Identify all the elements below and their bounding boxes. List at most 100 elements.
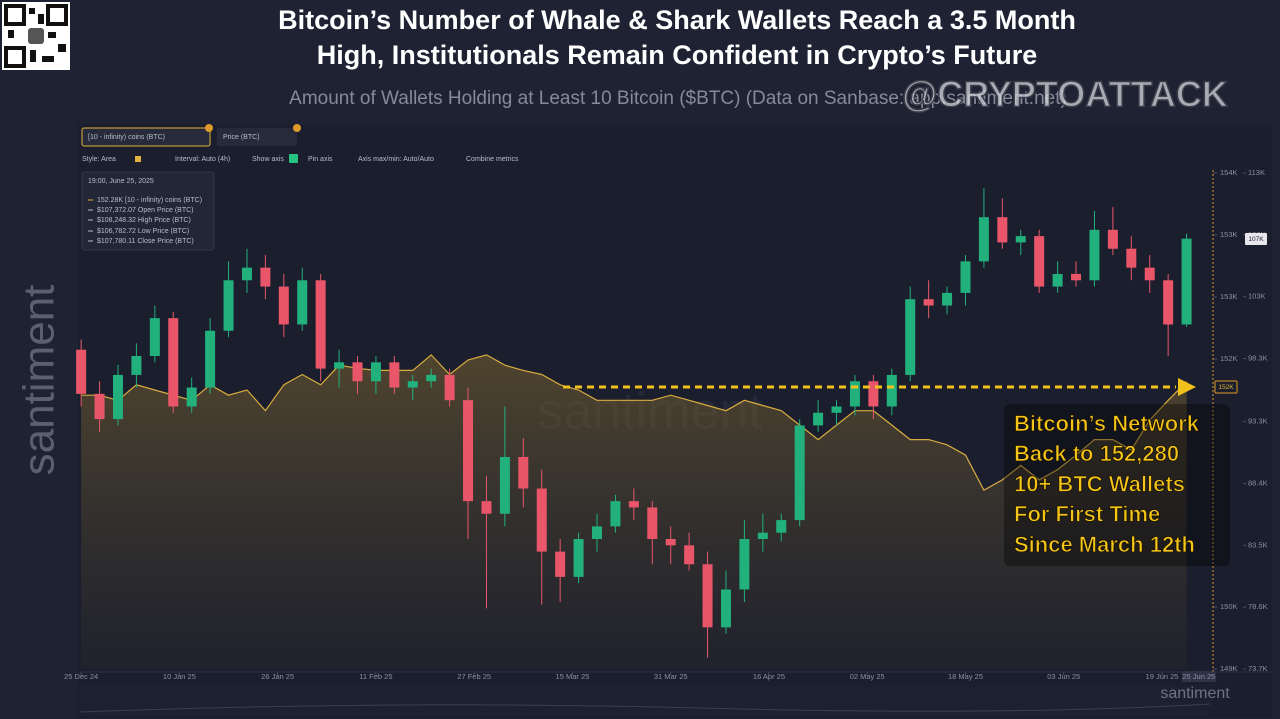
candle-body: [389, 362, 400, 388]
x-tick-label: 11 Feb 25: [359, 672, 392, 681]
y2-tick-label: 93.3K: [1248, 417, 1268, 426]
candle-body: [923, 299, 934, 306]
toolbar-item[interactable]: Combine metrics: [466, 156, 519, 163]
toolbar-item[interactable]: Show axis: [252, 156, 284, 163]
annotation-line: 10+ BTC Wallets: [1014, 471, 1185, 496]
navigator-line: [79, 703, 1211, 713]
badges: 152K 107K: [1214, 233, 1267, 394]
metric-tabs: [10 - infinity) coins (BTC) Price (BTC): [81, 124, 301, 147]
side-brand: santiment: [15, 285, 64, 476]
candle-body: [1071, 273, 1082, 281]
candle-body: [1181, 238, 1192, 325]
candle-body: [831, 406, 842, 413]
candle-body: [757, 532, 768, 540]
qr-dot: [48, 32, 56, 38]
y-tick-label: 152K: [1220, 354, 1238, 363]
tooltip-line: $107,780.11 Close Price (BTC): [97, 238, 194, 245]
candle-body: [426, 374, 437, 382]
qr-logo: [28, 28, 44, 44]
candle-body: [1107, 229, 1118, 249]
toolbar-item[interactable]: Interval: Auto (4h): [175, 156, 230, 163]
candle-body: [739, 539, 750, 590]
candle-body: [334, 362, 345, 369]
candle-body: [813, 412, 824, 426]
candle-body: [315, 280, 326, 369]
y2-tick-label: 88.4K: [1248, 478, 1268, 487]
candle-body: [186, 387, 197, 407]
qr-dot: [29, 8, 35, 14]
x-tick-label: 16 Apr 25: [753, 672, 785, 681]
candle-body: [499, 456, 510, 514]
candle-body: [573, 539, 584, 577]
corner-brand: santiment: [1160, 685, 1230, 702]
candle-body: [223, 280, 234, 331]
highlight-arrowhead: [1178, 378, 1196, 396]
tooltip: 19:00, June 25, 2025 152.28K [10 - infin…: [81, 171, 215, 251]
qr-dot: [42, 56, 54, 62]
tooltip-line: 152.28K [10 - infinity) coins (BTC): [97, 197, 202, 204]
candle-body: [241, 267, 252, 281]
toolbar-item[interactable]: Style: Area: [82, 156, 116, 163]
candle-body: [149, 318, 160, 357]
x-tick-label: 31 Mar 25: [654, 672, 688, 681]
y-tick-label: 150K: [1220, 602, 1238, 611]
x-tick-label: 02 May 25: [850, 672, 885, 681]
x-tick-label: 25 Dec 24: [64, 672, 98, 681]
title-line: Bitcoin’s Number of Whale & Shark Wallet…: [278, 5, 1076, 35]
tab-dot: [293, 124, 301, 132]
metric-tab[interactable]: [81, 127, 211, 147]
qr-dot: [58, 44, 66, 52]
y-tick-label: 154K: [1220, 168, 1238, 177]
x-tick-label: 25 Jun 25: [1182, 672, 1215, 681]
value-badge: [1214, 380, 1238, 394]
y2-tick-label: 98.3K: [1248, 354, 1268, 363]
toolbar-item[interactable]: Pin axis: [308, 156, 333, 163]
annotation-box: [1004, 404, 1230, 566]
x-tick-highlight: [1181, 671, 1216, 682]
candle-body: [942, 292, 953, 306]
candle-body: [794, 425, 805, 521]
candle-body: [94, 393, 105, 420]
candle-body: [555, 551, 566, 577]
x-tick-label: 26 Jan 25: [261, 672, 294, 681]
candle-body: [444, 374, 455, 401]
candle-body: [684, 545, 695, 565]
y2-tick-label: 103K: [1248, 292, 1266, 301]
candle-body: [905, 299, 916, 375]
metric-tab-label: [10 - infinity) coins (BTC): [88, 134, 165, 141]
candle-body: [278, 286, 289, 325]
candle-body: [370, 362, 381, 382]
candle-body: [131, 356, 142, 375]
candle-body: [1052, 273, 1063, 287]
toolbar: Style: Area Interval: Auto (4h) Show axi…: [82, 154, 519, 163]
tooltip-line: $106,782.72 Low Price (BTC): [97, 228, 189, 235]
qr-dot: [38, 14, 44, 24]
checkbox[interactable]: [289, 154, 298, 163]
qr-code: [2, 2, 70, 70]
candle-body: [997, 217, 1008, 243]
qr-finder: [4, 4, 26, 26]
value-badge-label: 107K: [1248, 236, 1264, 243]
candle-body: [112, 374, 123, 420]
candle-body: [720, 589, 731, 628]
annotation-line: Bitcoin’s Network: [1014, 411, 1200, 436]
candle-body: [665, 539, 676, 546]
candle-body: [647, 507, 658, 540]
candle-body: [1126, 248, 1137, 268]
plot: 154K153K153K152K150K149K113K108K103K98.3…: [64, 168, 1268, 682]
metric-tab[interactable]: [217, 128, 297, 146]
candle-body: [481, 501, 492, 514]
candle-body: [610, 501, 621, 527]
y2-tick-label: 83.5K: [1248, 540, 1268, 549]
annotation-line: Since March 12th: [1014, 532, 1195, 557]
candle-body: [960, 261, 971, 293]
candle-body: [1034, 236, 1045, 287]
candle-body: [978, 217, 989, 262]
annotation-line: Back to 152,280: [1014, 441, 1179, 466]
candle-body: [628, 501, 639, 508]
x-tick-label: 10 Jan 25: [163, 672, 196, 681]
candle-body: [849, 381, 860, 407]
toolbar-item[interactable]: Axis max/min: Auto/Auto: [358, 156, 434, 163]
candle-body: [352, 362, 363, 382]
